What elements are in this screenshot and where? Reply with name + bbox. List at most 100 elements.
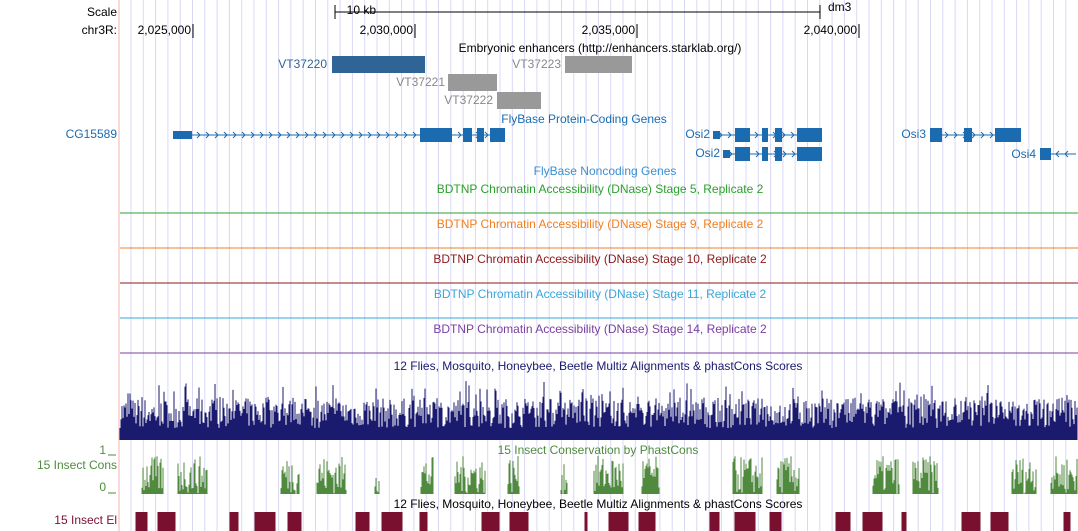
strand-arrow (394, 131, 399, 139)
strand-arrow (322, 131, 327, 139)
chr-label: chr3R: (82, 23, 117, 37)
assembly: dm3 (828, 0, 852, 14)
strand-arrow (340, 131, 345, 139)
gene-label: Osi3 (901, 127, 926, 141)
exon (1040, 148, 1051, 160)
enhancer-label: VT37221 (396, 75, 445, 89)
strand-arrow (971, 131, 976, 139)
strand-arrow (259, 131, 264, 139)
track-title: Embryonic enhancers (http://enhancers.st… (459, 41, 742, 55)
strand-arrow (313, 131, 318, 139)
strand-arrow (1055, 150, 1060, 158)
strand-arrow (367, 131, 372, 139)
strand-arrow (250, 131, 255, 139)
strand-arrow (223, 131, 228, 139)
side-label: 15 Insect Cons (37, 458, 117, 472)
side-label: 15 Insect El (54, 513, 117, 527)
track-title: 15 Insect Conservation by PhastCons (498, 443, 699, 457)
ruler-position: 2,040,000 (804, 23, 858, 37)
gene-label: Osi4 (1011, 147, 1036, 161)
exon (797, 147, 822, 161)
strand-arrow (241, 131, 246, 139)
strand-arrow (754, 131, 759, 139)
strand-arrow (205, 131, 210, 139)
strand-arrow (412, 131, 417, 139)
enhancer (448, 74, 497, 91)
track-title: BDTNP Chromatin Accessibility (DNase) St… (433, 322, 767, 336)
strand-arrow (782, 150, 787, 158)
track-title: FlyBase Protein-Coding Genes (501, 112, 666, 126)
ruler-position: 2,035,000 (582, 23, 636, 37)
strand-arrow (791, 150, 796, 158)
strand-arrow (944, 131, 949, 139)
track-title: 12 Flies, Mosquito, Honeybee, Beetle Mul… (394, 359, 803, 373)
strand-arrow (349, 131, 354, 139)
strand-arrow (277, 131, 282, 139)
exon (490, 128, 505, 142)
track-title: BDTNP Chromatin Accessibility (DNase) St… (437, 217, 764, 231)
exon (723, 150, 730, 158)
strand-arrow (304, 131, 309, 139)
strand-arrow (295, 131, 300, 139)
strand-arrow (268, 131, 273, 139)
phastcons-signal (141, 456, 1078, 494)
track-title: BDTNP Chromatin Accessibility (DNase) St… (434, 287, 767, 301)
track-title: BDTNP Chromatin Accessibility (DNase) St… (437, 182, 764, 196)
axis-label: 1 (99, 443, 106, 457)
scale-span: 10 kb (347, 3, 377, 17)
exon (762, 128, 768, 142)
strand-arrow (358, 131, 363, 139)
gene-label: CG15589 (66, 127, 118, 141)
enhancer (497, 92, 541, 109)
enhancer (565, 56, 632, 73)
scale-label: Scale (87, 5, 117, 19)
strand-arrow (385, 131, 390, 139)
strand-arrow (403, 131, 408, 139)
strand-arrow (989, 131, 994, 139)
strand-arrow (196, 131, 201, 139)
strand-arrow (214, 131, 219, 139)
strand-arrow (457, 131, 462, 139)
exon (775, 147, 782, 161)
enhancer-label: VT37222 (444, 93, 493, 107)
enhancer-label: VT37223 (512, 57, 561, 71)
strand-arrow (727, 131, 732, 139)
exon (477, 128, 484, 142)
exon (713, 131, 720, 139)
strand-arrow (781, 131, 786, 139)
conserved-elements (135, 512, 1071, 531)
axis-label: 0 (99, 480, 106, 494)
ruler-position: 2,030,000 (360, 23, 414, 37)
enhancer-label: VT37220 (278, 57, 327, 71)
strand-arrow (755, 150, 760, 158)
enhancer (332, 56, 425, 73)
strand-arrow (953, 131, 958, 139)
strand-arrow (286, 131, 291, 139)
exon (173, 131, 192, 139)
strand-arrow (1064, 150, 1069, 158)
gene-label: Osi2 (695, 146, 720, 160)
exon (797, 128, 822, 142)
track-title: FlyBase Noncoding Genes (534, 164, 677, 178)
exon (930, 128, 942, 142)
gene-label: Osi2 (685, 127, 710, 141)
track-title: 12 Flies, Mosquito, Honeybee, Beetle Mul… (394, 497, 803, 511)
strand-arrow (331, 131, 336, 139)
strand-arrow (484, 131, 489, 139)
exon (995, 128, 1021, 142)
strand-arrow (980, 131, 985, 139)
multiz-signal (119, 381, 1078, 440)
strand-arrow (232, 131, 237, 139)
track-title: BDTNP Chromatin Accessibility (DNase) St… (433, 252, 767, 266)
exon (762, 147, 768, 161)
exon (735, 128, 750, 142)
ruler-position: 2,025,000 (138, 23, 192, 37)
exon (964, 128, 972, 142)
exon (775, 128, 782, 142)
exon (735, 147, 750, 161)
exon (420, 128, 452, 142)
exon (463, 128, 472, 142)
strand-arrow (790, 131, 795, 139)
strand-arrow (376, 131, 381, 139)
